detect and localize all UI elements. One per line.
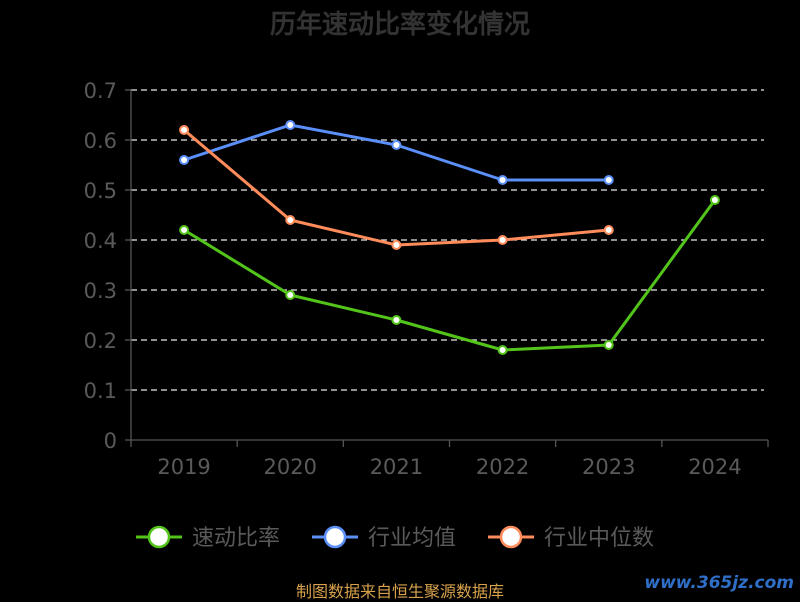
legend-label-2[interactable]: 行业均值 [368,526,456,551]
x-tick-label: 2024 [688,455,741,479]
x-tick-label: 2022 [476,455,529,479]
legend-label-3[interactable]: 行业中位数 [544,526,654,551]
data-point[interactable] [497,175,508,185]
data-point[interactable] [285,215,296,225]
x-tick-label: 2021 [370,455,423,479]
data-point[interactable] [179,125,190,135]
series-line-2 [183,123,609,182]
x-tick-label: 2019 [157,455,210,479]
series-line-1 [183,199,717,352]
legend-marker-3[interactable] [499,525,523,549]
series-lines [179,120,720,355]
chart-title: 历年速动比率变化情况 [269,10,530,40]
data-point[interactable] [285,290,296,300]
data-point[interactable] [603,175,614,185]
data-source-note: 制图数据来自恒生聚源数据库 [295,582,504,601]
y-tick-label: 0.2 [84,329,117,353]
y-tick-label: 0.1 [84,379,117,403]
data-point[interactable] [285,120,296,130]
y-tick-label: 0.7 [84,79,117,103]
grid-lines [131,89,764,391]
data-point[interactable] [497,235,508,245]
x-tick-label: 2023 [582,455,635,479]
legend-marker-1[interactable] [147,525,171,549]
data-point[interactable] [179,155,190,165]
y-tick-label: 0.6 [84,129,117,153]
y-tick-label: 0.3 [84,279,117,303]
data-point[interactable] [497,345,508,355]
data-point[interactable] [391,315,402,325]
data-point[interactable] [391,240,402,250]
legend[interactable]: 速动比率 行业均值 行业中位数 [136,525,654,551]
x-tick-label: 2020 [264,455,317,479]
y-tick-label: 0.4 [84,229,117,253]
y-tick-label: 0.5 [84,179,117,203]
watermark[interactable]: www.365jz.com [644,573,794,593]
data-point[interactable] [391,140,402,150]
data-point[interactable] [179,225,190,235]
data-point[interactable] [603,340,614,350]
data-point[interactable] [709,195,720,205]
legend-marker-2[interactable] [323,525,347,549]
axes: 0 0.1 0.2 0.3 0.4 0.5 0.6 0.7 2019 2020 2021 2022 20… [84,79,769,479]
y-tick-label: 0 [104,429,117,453]
data-point[interactable] [603,225,614,235]
legend-label-1[interactable]: 速动比率 [192,526,280,551]
